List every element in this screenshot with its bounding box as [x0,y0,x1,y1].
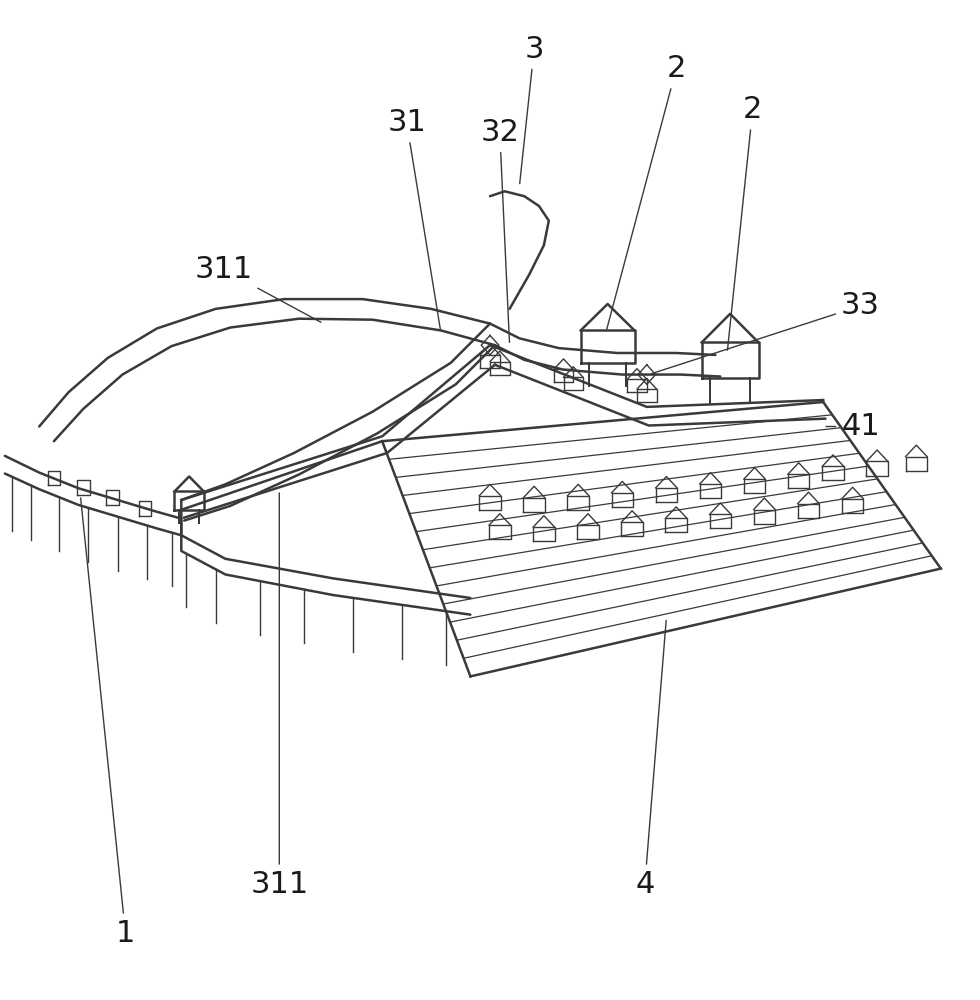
Text: 4: 4 [635,620,666,899]
Text: 2: 2 [727,95,762,350]
Text: 311: 311 [250,493,309,899]
Text: 31: 31 [387,108,441,331]
Text: 2: 2 [607,54,686,331]
Text: 3: 3 [519,35,544,184]
Text: 311: 311 [194,255,321,322]
Text: 32: 32 [480,118,519,342]
Text: 33: 33 [652,291,880,374]
Text: 41: 41 [826,412,880,441]
Text: 1: 1 [80,498,135,948]
